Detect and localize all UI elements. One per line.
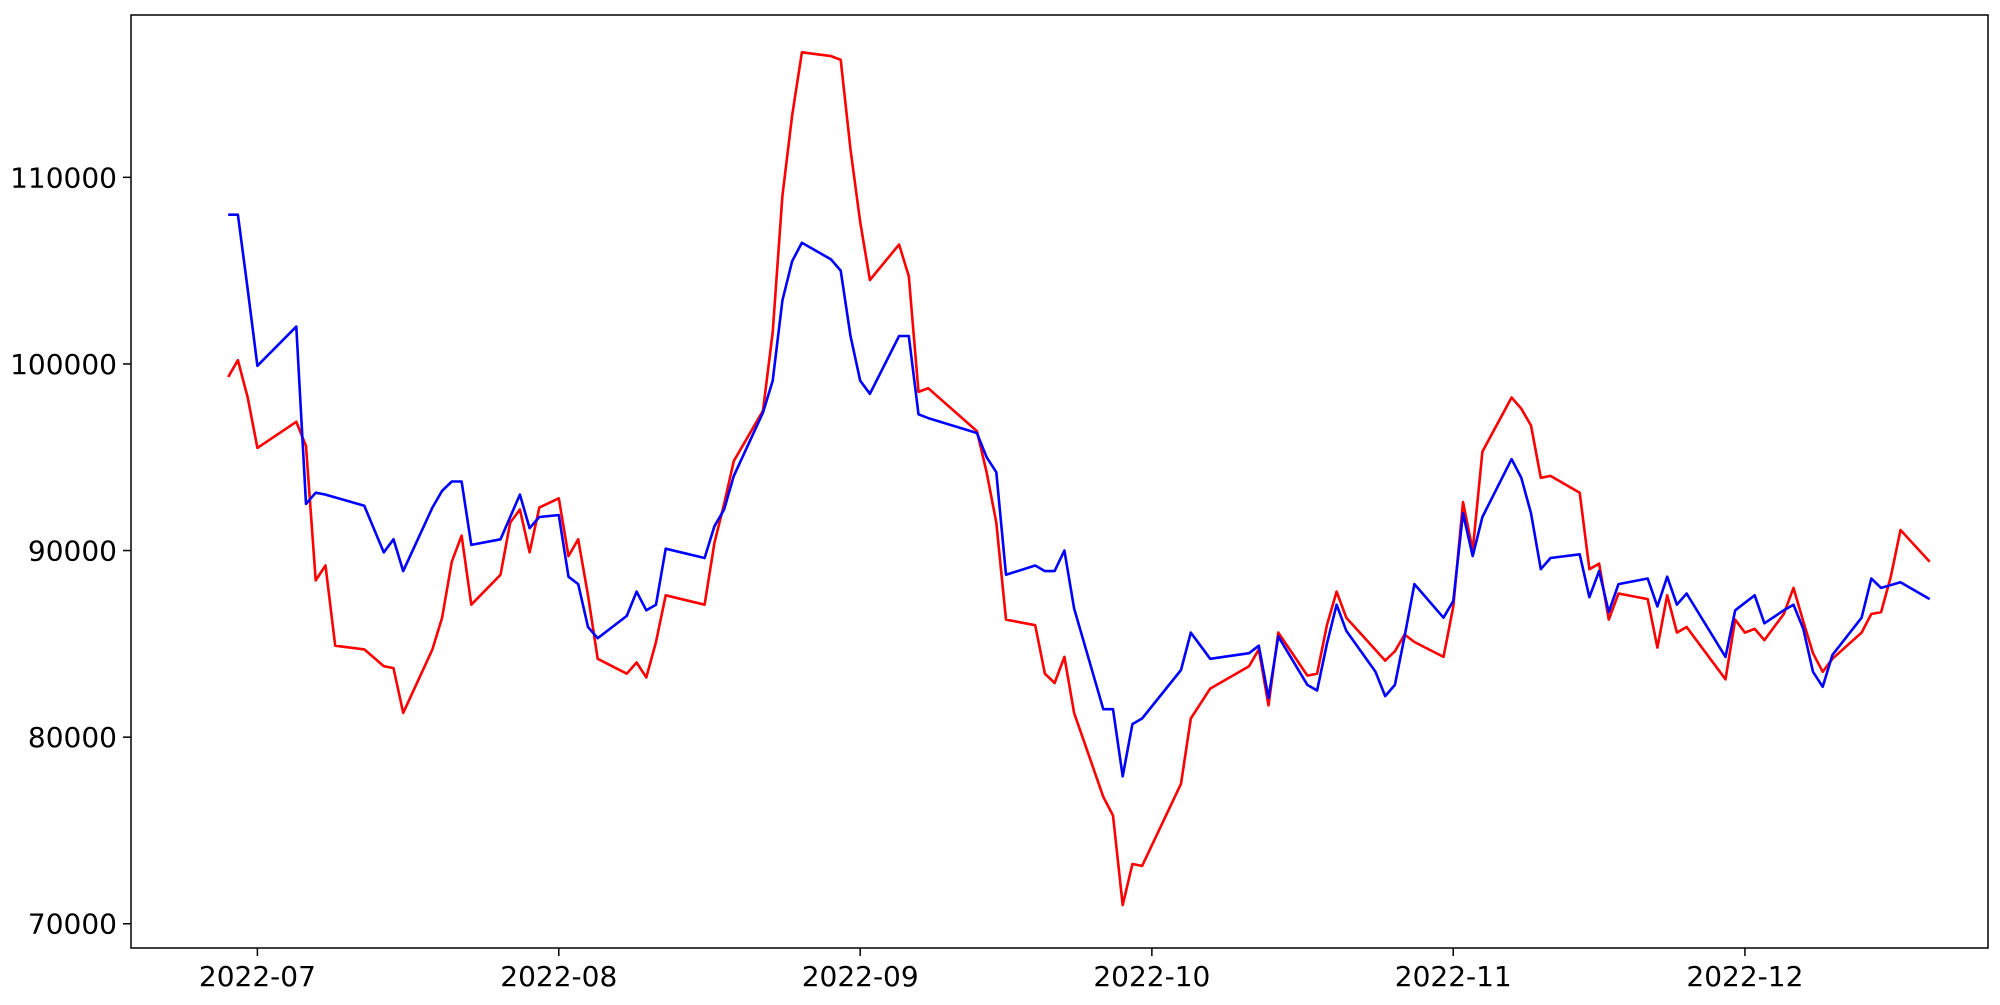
y-tick-label: 80000 [28, 721, 117, 754]
series-layer [227, 50, 1931, 907]
plot-frame [130, 14, 1989, 949]
x-tick-label: 2022-10 [1093, 960, 1210, 993]
x-tick-label: 2022-09 [802, 960, 919, 993]
series-line-2 [228, 213, 1931, 778]
series-line-1 [227, 50, 1931, 907]
y-tick-label: 100000 [10, 348, 117, 381]
y-axis: 70000 80000 90000 100000 110000 [10, 161, 131, 941]
x-tick-label: 2022-07 [199, 960, 316, 993]
x-tick-label: 2022-12 [1686, 960, 1803, 993]
x-tick-label: 2022-11 [1395, 960, 1512, 993]
y-tick-label: 110000 [10, 161, 117, 194]
x-tick-label: 2022-08 [500, 960, 617, 993]
x-axis: 2022-07 2022-08 2022-09 2022-10 2022-11 2022-… [199, 948, 1803, 993]
y-tick-label: 90000 [28, 535, 117, 568]
y-tick-label: 70000 [28, 908, 117, 941]
